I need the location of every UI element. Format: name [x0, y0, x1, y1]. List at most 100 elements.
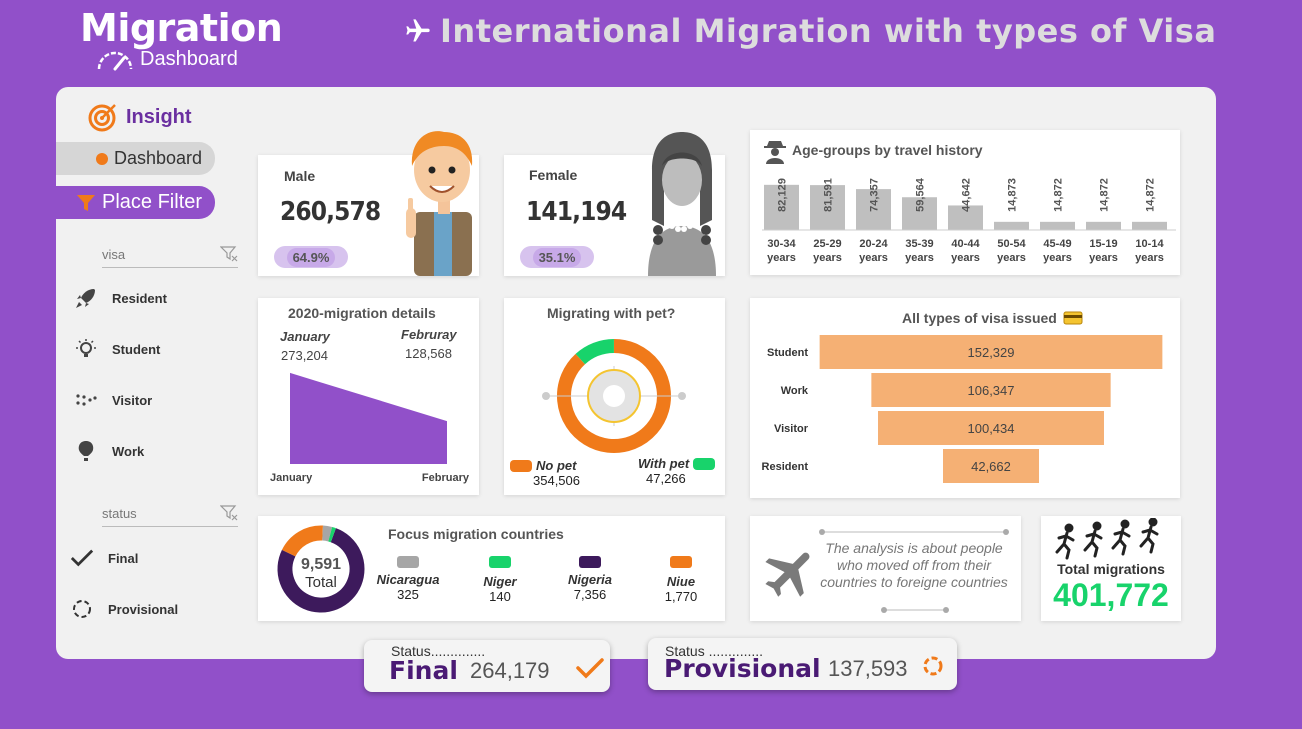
total-migrations-card: Total migrations 401,772: [1041, 516, 1181, 621]
focus-countries-title: Focus migration countries: [388, 526, 564, 542]
area-series: [290, 373, 447, 464]
visa-category-label: Work: [781, 385, 809, 397]
dots-icon: [74, 388, 98, 412]
pets-title: Migrating with pet?: [547, 305, 675, 321]
migration-2020-title: 2020-migration details: [288, 305, 436, 321]
running-people-icon: [1053, 518, 1169, 560]
age-groups-card: Age-groups by travel history 82,129 30-34…: [750, 130, 1180, 275]
visa-slicer-title: visa: [102, 247, 125, 262]
rocket-icon: [74, 286, 98, 310]
country-name: Niger: [450, 574, 550, 589]
visa-bar-value: 100,434: [968, 421, 1015, 436]
status-slicer-title: status: [102, 506, 137, 521]
age-category-label: 50-54: [997, 238, 1026, 250]
focus-countries-card: 9,591 Total Focus migration countries Ni…: [258, 516, 725, 621]
slicer-item-resident[interactable]: Resident: [74, 286, 167, 310]
age-category-label: years: [859, 252, 888, 264]
with-pet-legend: With pet: [638, 456, 715, 471]
filter-funnel-icon: [76, 193, 96, 213]
visa-category-label: Resident: [762, 461, 809, 473]
age-groups-title: Age-groups by travel history: [792, 142, 983, 158]
countries-total-value: 9,591: [276, 556, 366, 574]
age-category-label: 15-19: [1089, 238, 1117, 250]
spy-person-icon: [762, 138, 788, 164]
country-value: 1,770: [631, 589, 731, 604]
sidebar-insight-label: Insight: [126, 106, 192, 129]
active-dot-icon: [96, 153, 108, 165]
with-pet-swatch: [693, 458, 715, 470]
speedometer-icon: [96, 49, 134, 71]
country-name: Niue: [631, 574, 731, 589]
visa-bar-value: 152,329: [968, 345, 1015, 360]
male-avatar-illustration: [400, 128, 480, 276]
age-category-label: years: [1135, 252, 1164, 264]
sidebar-item-dashboard-label: Dashboard: [114, 148, 202, 169]
visa-slicer-header: visa: [102, 245, 238, 268]
credit-card-icon: [1063, 311, 1083, 325]
x-tick-label: February: [422, 472, 470, 484]
country-slice: [330, 534, 333, 535]
slicer-item-final[interactable]: Final: [70, 546, 138, 570]
age-bar: [1086, 222, 1121, 230]
visa-bar-value: 42,662: [971, 459, 1011, 474]
age-bar-value-label: 14,872: [1053, 178, 1065, 212]
checkmark-icon: [576, 656, 604, 680]
sidebar-insight[interactable]: Insight: [88, 102, 192, 132]
crosshair-dot: [542, 392, 550, 400]
clear-filter-icon[interactable]: [220, 504, 238, 522]
sidebar-item-dashboard[interactable]: Dashboard: [56, 142, 215, 175]
airplane-icon: [404, 17, 432, 45]
male-percent-badge: 64.9%: [274, 246, 348, 268]
status-final-label: Final: [389, 656, 458, 685]
visa-bar-value: 106,347: [968, 383, 1015, 398]
status-slicer-header: status: [102, 504, 238, 527]
x-tick-label: January: [270, 472, 313, 484]
visa-category-label: Visitor: [774, 423, 809, 435]
slicer-item-work[interactable]: Work: [74, 439, 144, 463]
age-category-label: 30-34: [767, 238, 796, 250]
no-pet-value: 354,506: [533, 473, 580, 488]
status-provisional-box: Status .............. Provisional 137,59…: [648, 638, 957, 690]
male-label: Male: [284, 168, 315, 184]
slicer-item-student-label: Student: [112, 342, 160, 357]
pets-donut-chart: [536, 328, 696, 468]
sidebar-item-place-filter[interactable]: Place Filter: [56, 186, 215, 219]
total-migrations-label: Total migrations: [1041, 561, 1181, 577]
age-category-label: years: [1043, 252, 1072, 264]
no-pet-swatch: [510, 460, 532, 472]
note-bottom-divider: [880, 606, 950, 614]
age-bar-value-label: 59,564: [915, 177, 927, 212]
country-value: 325: [358, 587, 458, 602]
logo-title: Migration: [80, 6, 282, 50]
age-category-label: 20-24: [859, 238, 888, 250]
note-top-divider: [818, 528, 1010, 536]
loading-circle-icon: [70, 597, 94, 621]
page-title: International Migration with types of Vi…: [404, 12, 1216, 50]
age-bar-value-label: 14,872: [1099, 178, 1111, 212]
slicer-item-final-label: Final: [108, 551, 138, 566]
visa-types-card: All types of visa issued Student 152,329 W…: [750, 298, 1180, 498]
age-bar-value-label: 44,642: [961, 178, 973, 212]
country-swatch: [670, 556, 692, 568]
slicer-item-provisional[interactable]: Provisional: [70, 597, 178, 621]
logo-subtitle-text: Dashboard: [140, 48, 238, 71]
slicer-item-visitor-label: Visitor: [112, 393, 152, 408]
with-pet-label: With pet: [638, 456, 689, 471]
female-avatar-illustration: [638, 130, 726, 276]
visa-types-chart: Student 152,329 Work 106,347 Visitor 100,434 R…: [750, 332, 1180, 492]
with-pet-value: 47,266: [646, 471, 686, 486]
age-bar: [1040, 222, 1075, 230]
loading-circle-icon: [921, 654, 945, 678]
slicer-item-student[interactable]: Student: [74, 337, 160, 361]
status-provisional-label: Provisional: [664, 654, 821, 683]
clear-filter-icon[interactable]: [220, 245, 238, 263]
slicer-item-resident-label: Resident: [112, 291, 167, 306]
total-migrations-value: 401,772: [1041, 577, 1181, 614]
age-bar-value-label: 82,129: [777, 178, 789, 212]
slicer-item-visitor[interactable]: Visitor: [74, 388, 152, 412]
visa-types-header: All types of visa issued: [902, 310, 1083, 326]
february-value: 128,568: [405, 346, 452, 361]
female-value: 141,194: [526, 197, 626, 227]
age-bar: [994, 222, 1029, 230]
age-category-label: 45-49: [1043, 238, 1071, 250]
